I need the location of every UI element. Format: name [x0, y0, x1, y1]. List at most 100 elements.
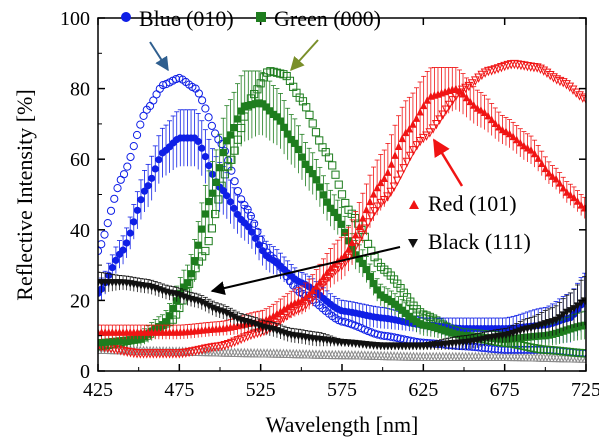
- data-point: [110, 194, 119, 203]
- data-point: [116, 346, 126, 356]
- data-point: [140, 187, 149, 195]
- data-point: [425, 128, 435, 138]
- data-point: [495, 122, 503, 131]
- data-point: [398, 134, 406, 143]
- series-6: [98, 271, 586, 351]
- data-point: [130, 218, 138, 226]
- arrow-black: [210, 246, 401, 295]
- data-point: [357, 230, 366, 241]
- data-point: [205, 162, 213, 170]
- data-point: [423, 96, 431, 104]
- data-point: [380, 331, 389, 340]
- data-point: [323, 198, 331, 206]
- data-point: [545, 168, 553, 177]
- data-point: [534, 154, 542, 162]
- data-point: [362, 205, 370, 214]
- data-point: [327, 263, 335, 272]
- x-tick-label: 625: [408, 379, 438, 401]
- data-point: [227, 155, 236, 164]
- data-point: [477, 70, 487, 81]
- data-point: [455, 86, 464, 95]
- data-point: [384, 168, 392, 176]
- data-point: [402, 128, 410, 137]
- data-point: [573, 197, 582, 205]
- data-point: [491, 119, 499, 127]
- data-point: [262, 103, 270, 111]
- data-point: [513, 60, 523, 70]
- data-point: [319, 272, 328, 281]
- data-point: [359, 259, 367, 268]
- data-point: [527, 145, 535, 154]
- data-point: [405, 151, 415, 162]
- legend-label-blue: Blue (010): [139, 6, 234, 31]
- data-point: [233, 210, 242, 219]
- data-point: [122, 347, 132, 357]
- data-point: [155, 156, 163, 164]
- data-point: [233, 115, 242, 123]
- y-tick-label: 80: [70, 79, 90, 101]
- data-point: [566, 190, 574, 199]
- data-point: [123, 162, 132, 171]
- data-point: [566, 307, 574, 315]
- data-point: [201, 104, 210, 113]
- y-tick-label: 100: [60, 8, 90, 30]
- data-point: [366, 197, 374, 206]
- data-point: [542, 68, 552, 79]
- legend-marker-blue: [121, 12, 131, 22]
- data-point: [444, 100, 454, 111]
- x-tick-label: 725: [571, 379, 599, 401]
- axis-layer: 425 475 525 575 625 675 725 0 20 40 60 80 100: [60, 8, 599, 401]
- series-4: [98, 67, 586, 340]
- data-point: [549, 73, 558, 83]
- data-point: [243, 205, 252, 214]
- data-point: [201, 153, 209, 161]
- data-point: [523, 61, 532, 72]
- data-point: [412, 114, 421, 122]
- data-point: [409, 120, 417, 128]
- data-point: [305, 290, 313, 298]
- data-point: [315, 136, 324, 145]
- data-point: [581, 321, 586, 329]
- data-point: [226, 131, 235, 139]
- data-point: [570, 305, 578, 313]
- data-point: [194, 89, 203, 98]
- data-point: [488, 115, 496, 124]
- data-point: [341, 198, 350, 208]
- legend-marker-green: [256, 12, 266, 22]
- data-point: [402, 157, 412, 168]
- data-point: [318, 281, 327, 291]
- data-point: [363, 239, 373, 249]
- data-point: [100, 230, 109, 239]
- data-point: [481, 344, 490, 353]
- data-point: [405, 124, 413, 133]
- data-point: [284, 130, 292, 138]
- data-point: [581, 297, 586, 306]
- data-point: [473, 103, 481, 112]
- data-point: [352, 230, 360, 239]
- data-point: [463, 93, 471, 102]
- data-point: [129, 142, 138, 151]
- data-point: [198, 144, 206, 152]
- data-point: [208, 189, 217, 197]
- data-point: [581, 353, 586, 363]
- data-point: [395, 142, 403, 150]
- data-point: [204, 113, 213, 122]
- data-point: [316, 183, 324, 191]
- data-point: [230, 146, 239, 155]
- data-point: [477, 343, 486, 352]
- data-point: [509, 132, 517, 141]
- data-point: [212, 178, 220, 187]
- data-point: [301, 160, 310, 168]
- data-point: [309, 170, 317, 178]
- data-point: [211, 209, 220, 219]
- data-point: [126, 152, 135, 162]
- data-point: [309, 286, 317, 295]
- data-point: [474, 73, 484, 83]
- data-point: [578, 93, 586, 103]
- y-axis-title: Reflective Intensity [%]: [12, 89, 37, 300]
- data-point: [428, 124, 438, 134]
- data-point: [341, 250, 349, 259]
- data-point: [237, 107, 245, 115]
- x-tick-label: 525: [246, 379, 276, 401]
- data-point: [459, 89, 467, 98]
